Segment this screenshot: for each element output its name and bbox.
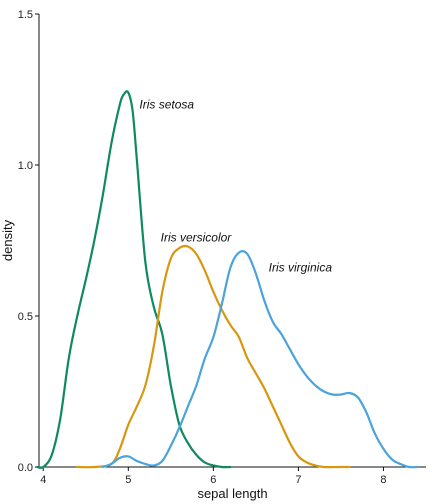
series-label-iris-setosa: Iris setosa (139, 98, 194, 112)
y-tick-label: 1.0 (18, 160, 33, 172)
x-axis-title: sepal length (197, 486, 267, 501)
x-axis-ticks: 4 5 6 7 8 (40, 467, 387, 486)
y-axis-ticks: 0.0 0.5 1.0 1.5 (18, 9, 39, 474)
y-tick-label: 0.5 (18, 311, 33, 323)
x-tick-label: 7 (295, 474, 301, 486)
series-iris-setosa: Iris setosa (36, 90, 232, 469)
y-tick-label: 0.0 (18, 462, 33, 474)
y-axis-title: density (0, 219, 15, 261)
series-label-iris-versicolor: Iris versicolor (161, 230, 233, 244)
density-line-iris-virginica (101, 250, 419, 469)
x-tick-label: 4 (40, 474, 46, 486)
density-line-iris-setosa (36, 90, 232, 469)
density-line-iris-versicolor (76, 244, 351, 469)
x-tick-label: 6 (210, 474, 216, 486)
series-iris-versicolor: Iris versicolor (76, 230, 351, 469)
x-tick-label: 5 (125, 474, 131, 486)
series-label-iris-virginica: Iris virginica (269, 261, 333, 275)
series-iris-virginica: Iris virginica (101, 250, 419, 469)
series-layer: Iris setosa Iris versicolor Iris virginica (36, 90, 419, 469)
y-tick-label: 1.5 (18, 9, 33, 21)
x-tick-label: 8 (380, 474, 386, 486)
axes: 4 5 6 7 8 0.0 0.5 1.0 1.5 sepal length density (0, 9, 426, 501)
